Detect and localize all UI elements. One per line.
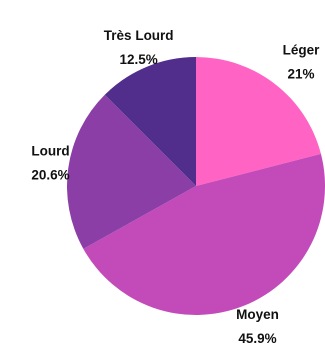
- pie-slice-tres-lourd: [104, 57, 196, 186]
- slice-percent-moyen: 45.9%: [238, 331, 276, 346]
- slice-label-leger: Léger 21%: [283, 43, 321, 82]
- slice-category-lourd: Lourd: [31, 144, 69, 159]
- pie-slice-moyen: [83, 153, 325, 315]
- slice-category-tres-lourd: Très Lourd: [104, 28, 174, 43]
- pie-slices: [67, 57, 325, 315]
- slice-label-tres-lourd: Très Lourd 12.5%: [104, 28, 174, 67]
- slice-category-leger: Léger: [283, 43, 321, 58]
- pie-slice-lourd: [67, 94, 196, 249]
- pie-slice-leger: [196, 57, 321, 186]
- slice-label-lourd: Lourd 20.6%: [31, 144, 69, 183]
- slice-percent-tres-lourd: 12.5%: [120, 52, 158, 67]
- slice-percent-leger: 21%: [287, 67, 314, 82]
- slice-percent-lourd: 20.6%: [31, 168, 69, 183]
- pie-labels: Léger 21% Moyen 45.9% Lourd 20.6% Très Lourd 12…: [31, 28, 320, 346]
- slice-label-moyen: Moyen 45.9%: [236, 307, 279, 346]
- slice-category-moyen: Moyen: [236, 307, 279, 322]
